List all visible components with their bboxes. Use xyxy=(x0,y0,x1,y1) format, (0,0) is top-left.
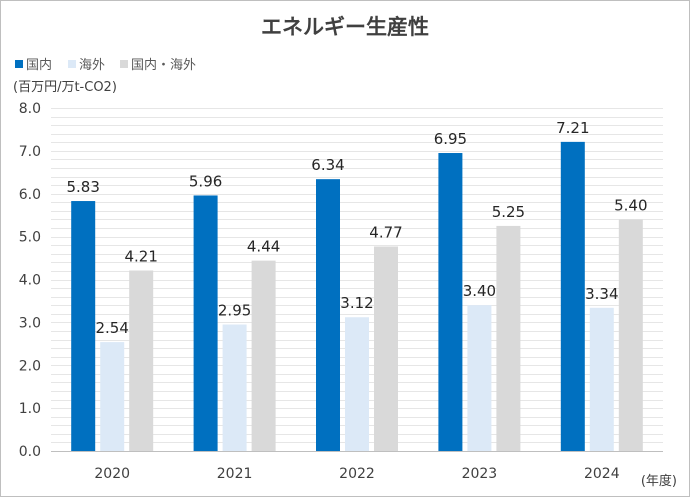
y-tick-label: 4.0 xyxy=(19,273,41,289)
bar-overseas-2023 xyxy=(467,305,492,451)
y-tick-label: 0.0 xyxy=(19,444,41,460)
y-tick-label: 8.0 xyxy=(19,101,41,117)
data-label-total-2023: 5.25 xyxy=(492,203,525,221)
data-label-domestic-2021: 5.96 xyxy=(189,172,222,190)
bar-overseas-2022 xyxy=(345,317,369,451)
bar-overseas-2024 xyxy=(589,307,614,451)
y-tick-label: 5.0 xyxy=(19,230,41,246)
bar-domestic-2024 xyxy=(560,141,585,451)
data-label-total-2021: 4.44 xyxy=(247,238,280,256)
data-label-domestic-2020: 5.83 xyxy=(66,178,99,196)
y-tick-label: 3.0 xyxy=(19,315,41,331)
data-label-overseas-2020: 2.54 xyxy=(95,319,128,337)
data-label-overseas-2023: 3.40 xyxy=(463,282,496,300)
x-axis-unit-label: (年度) xyxy=(641,473,677,489)
x-tick-label: 2022 xyxy=(339,466,375,482)
data-label-overseas-2021: 2.95 xyxy=(218,302,251,320)
y-tick-label: 1.0 xyxy=(19,401,41,417)
x-tick-label: 2024 xyxy=(584,466,620,482)
bar-total-2024 xyxy=(618,219,643,451)
bar-domestic-2021 xyxy=(193,195,218,451)
bar-domestic-2022 xyxy=(316,179,340,452)
legend: 国内 海外 国内・海外 xyxy=(15,57,196,73)
data-label-total-2022: 4.77 xyxy=(369,223,402,241)
bar-domestic-2020 xyxy=(71,201,96,451)
data-label-domestic-2024: 7.21 xyxy=(556,119,589,137)
data-label-overseas-2022: 3.12 xyxy=(340,294,373,312)
data-label-domestic-2022: 6.34 xyxy=(311,156,344,174)
legend-label-domestic: 国内 xyxy=(26,57,52,73)
x-tick-label: 2020 xyxy=(94,466,130,482)
x-axis-ticks: 2020 2021 2022 2023 2024 xyxy=(94,466,619,482)
bar-total-2023 xyxy=(496,225,521,451)
bar-overseas-2020 xyxy=(100,342,125,451)
y-axis-unit-label: (百万円/万t-CO2) xyxy=(13,80,117,95)
bars xyxy=(71,141,643,452)
legend-label-total: 国内・海外 xyxy=(131,57,196,73)
legend-swatch-domestic xyxy=(15,60,23,68)
y-tick-label: 2.0 xyxy=(19,358,41,374)
chart-title: エネルギー生産性 xyxy=(261,15,429,39)
bar-total-2022 xyxy=(374,246,398,451)
y-tick-label: 6.0 xyxy=(19,187,41,203)
bar-overseas-2021 xyxy=(222,324,247,451)
legend-swatch-overseas xyxy=(68,60,76,68)
legend-label-overseas: 海外 xyxy=(79,58,105,73)
legend-swatch-total xyxy=(120,60,128,68)
bar-total-2020 xyxy=(129,270,154,451)
x-tick-label: 2023 xyxy=(462,466,498,482)
bar-domestic-2023 xyxy=(438,153,463,452)
data-labels: 5.83 2.54 4.21 5.96 2.95 4.44 6.34 3.12 4.77 6.95… xyxy=(66,119,647,337)
data-label-domestic-2023: 6.95 xyxy=(434,130,467,148)
bar-total-2021 xyxy=(251,260,276,451)
data-label-total-2020: 4.21 xyxy=(124,247,157,265)
y-axis-ticks: 0.0 1.0 2.0 3.0 4.0 5.0 6.0 7.0 8.0 xyxy=(19,101,41,460)
x-tick-label: 2021 xyxy=(217,466,253,482)
data-label-total-2024: 5.40 xyxy=(614,196,647,214)
y-tick-label: 7.0 xyxy=(19,144,41,160)
data-label-overseas-2024: 3.34 xyxy=(585,285,618,303)
